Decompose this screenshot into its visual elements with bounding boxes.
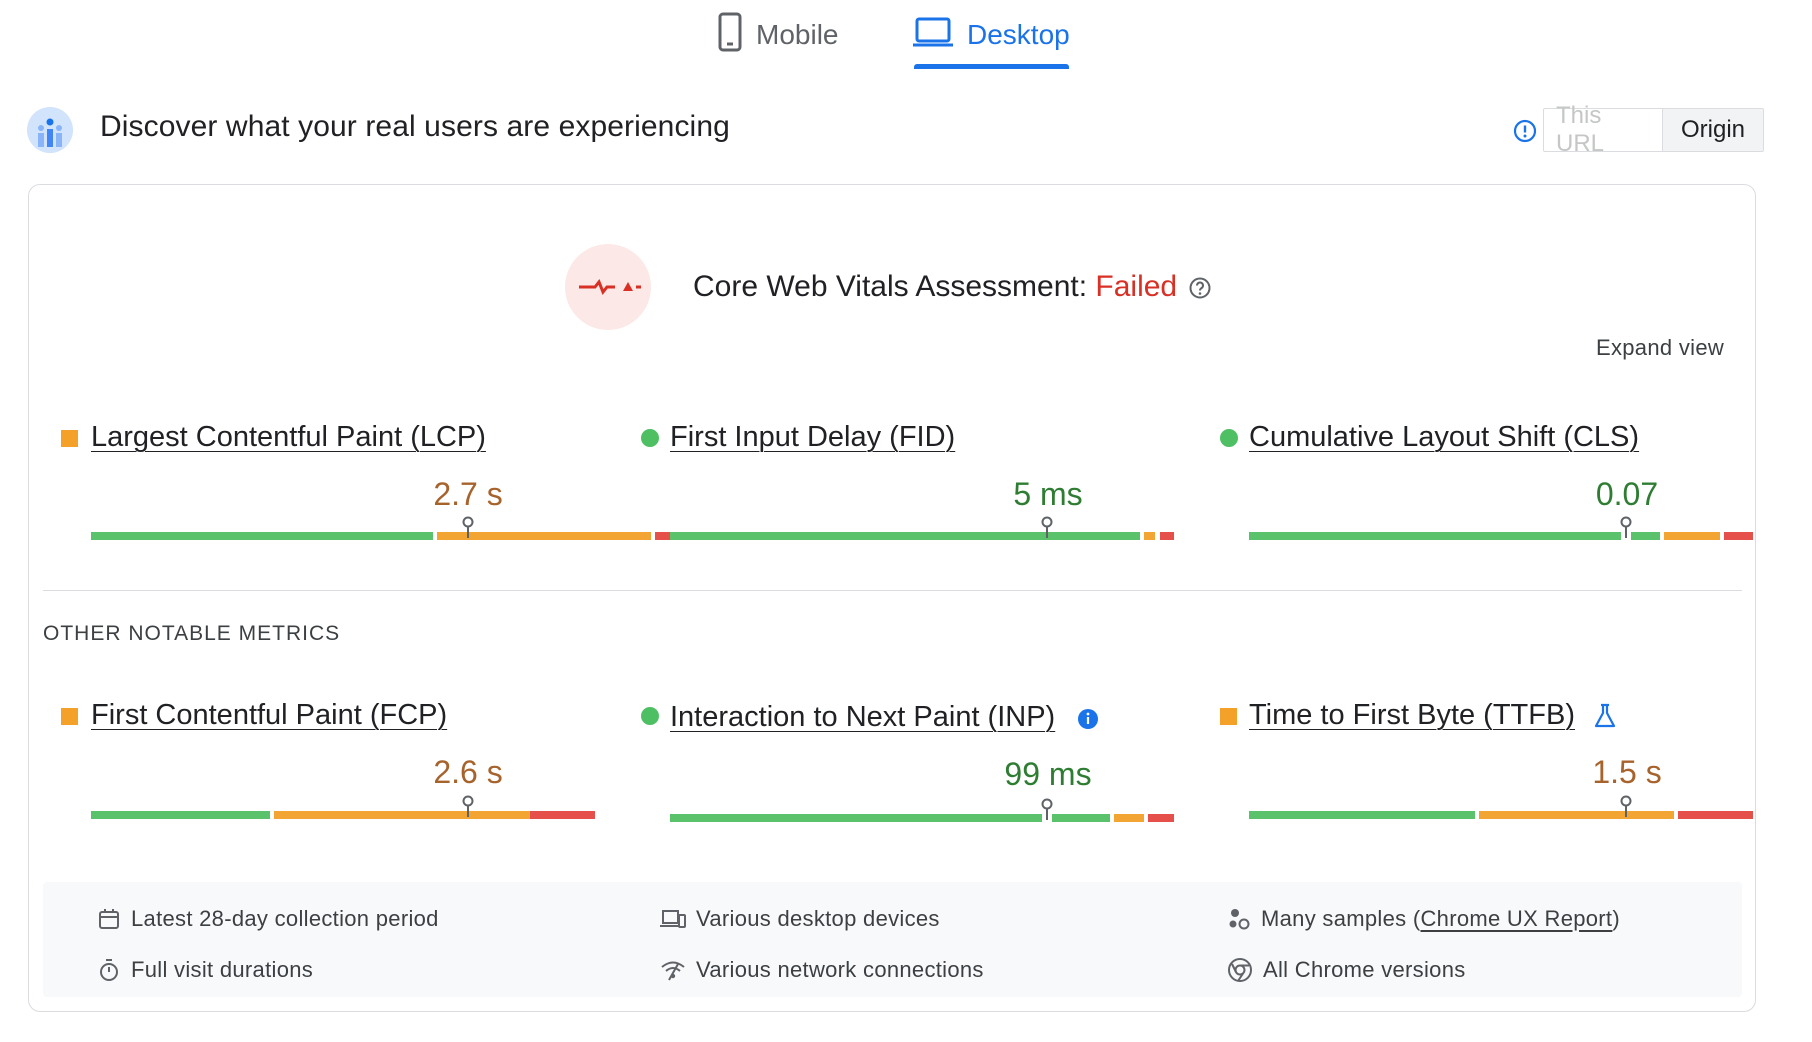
metric-cls-link[interactable]: Cumulative Layout Shift (CLS)	[1249, 421, 1640, 453]
metric-lcp-marker	[462, 516, 474, 538]
tab-mobile-label: Mobile	[756, 19, 839, 50]
origin-button[interactable]: Origin	[1663, 109, 1763, 151]
metric-fid-value: 5 ms	[1013, 476, 1083, 512]
metric-ttfb-link[interactable]: Time to First Byte (TTFB)	[1249, 699, 1575, 731]
collection-period-item: Latest 28-day collection period	[97, 906, 439, 932]
flask-icon[interactable]	[1593, 703, 1617, 729]
this-url-button[interactable]: This URL	[1544, 102, 1663, 157]
collection-period-text: Latest 28-day collection period	[131, 906, 439, 931]
chrome-icon	[1228, 958, 1252, 982]
metric-inp-value: 99 ms	[1004, 756, 1092, 792]
failed-assessment-icon	[565, 244, 651, 330]
devices-text: Various desktop devices	[696, 906, 940, 931]
good-indicator	[1220, 429, 1238, 447]
metric-lcp-value: 2.7 s	[433, 476, 503, 512]
needs-improvement-indicator	[1220, 708, 1237, 725]
good-indicator	[641, 429, 659, 447]
visit-durations-text: Full visit durations	[131, 957, 314, 982]
metric-fcp-value: 2.6 s	[433, 754, 503, 790]
needs-improvement-indicator	[61, 708, 78, 725]
metric-fcp-marker	[462, 795, 474, 817]
metric-fcp-link[interactable]: First Contentful Paint (FCP)	[91, 699, 448, 731]
phone-icon	[718, 12, 742, 59]
help-icon[interactable]	[1188, 276, 1212, 300]
assessment-status: Failed	[1095, 270, 1178, 303]
metric-inp-link[interactable]: Interaction to Next Paint (INP)	[670, 701, 1056, 733]
samples-item: Many samples (Chrome UX Report)	[1227, 906, 1620, 932]
other-metrics-heading: OTHER NOTABLE METRICS	[43, 622, 341, 645]
tab-desktop-label: Desktop	[967, 19, 1070, 50]
devices-icon	[660, 910, 686, 928]
metric-inp-marker	[1041, 798, 1053, 820]
samples-prefix: Many samples (	[1261, 906, 1421, 931]
section-divider	[43, 590, 1742, 591]
metric-cls-value: 0.07	[1595, 476, 1659, 512]
tab-mobile[interactable]: Mobile	[718, 0, 838, 70]
field-data-card	[28, 184, 1756, 1012]
metric-lcp-distribution-bar	[91, 532, 695, 540]
active-tab-indicator	[914, 64, 1069, 69]
devices-item: Various desktop devices	[660, 906, 940, 932]
stopwatch-icon	[100, 959, 118, 981]
calendar-icon	[99, 909, 119, 929]
expand-view-link[interactable]: Expand view	[1596, 335, 1725, 360]
info-icon[interactable]	[1512, 118, 1538, 144]
metric-fcp-distribution-bar	[91, 811, 595, 819]
crux-logo-icon	[27, 107, 73, 153]
metric-fid-marker	[1041, 516, 1053, 538]
tab-desktop[interactable]: Desktop	[913, 0, 1070, 70]
metric-fid-link[interactable]: First Input Delay (FID)	[670, 421, 956, 453]
wifi-icon	[661, 961, 685, 981]
info-icon[interactable]	[1077, 708, 1099, 730]
metric-ttfb-marker	[1620, 795, 1632, 817]
metric-lcp-link[interactable]: Largest Contentful Paint (LCP)	[91, 421, 486, 453]
chrome-ux-report-link[interactable]: Chrome UX Report	[1420, 906, 1613, 931]
metric-fid-distribution-bar	[670, 532, 1174, 540]
metric-cls-distribution-bar	[1249, 532, 1753, 540]
assessment-label: Core Web Vitals Assessment:	[693, 270, 1088, 303]
visit-durations-item: Full visit durations	[97, 957, 313, 983]
metric-ttfb-value: 1.5 s	[1592, 754, 1662, 790]
collection-info-footer: Latest 28-day collection period Full vis…	[43, 882, 1742, 997]
laptop-icon	[913, 16, 953, 55]
needs-improvement-indicator	[61, 430, 78, 447]
chrome-versions-item: All Chrome versions	[1227, 957, 1466, 983]
assessment-heading: Core Web Vitals Assessment: Failed	[693, 270, 1177, 304]
good-indicator	[641, 707, 659, 725]
network-text: Various network connections	[696, 957, 984, 982]
network-item: Various network connections	[660, 957, 984, 983]
chrome-versions-text: All Chrome versions	[1263, 957, 1466, 982]
url-origin-toggle: This URL Origin	[1543, 102, 1764, 157]
page-title: Discover what your real users are experi…	[100, 110, 730, 143]
samples-suffix: )	[1612, 906, 1620, 931]
metric-ttfb-distribution-bar	[1249, 811, 1753, 819]
metric-cls-marker	[1620, 516, 1632, 538]
samples-icon	[1229, 909, 1250, 930]
metric-inp-distribution-bar	[670, 814, 1174, 822]
